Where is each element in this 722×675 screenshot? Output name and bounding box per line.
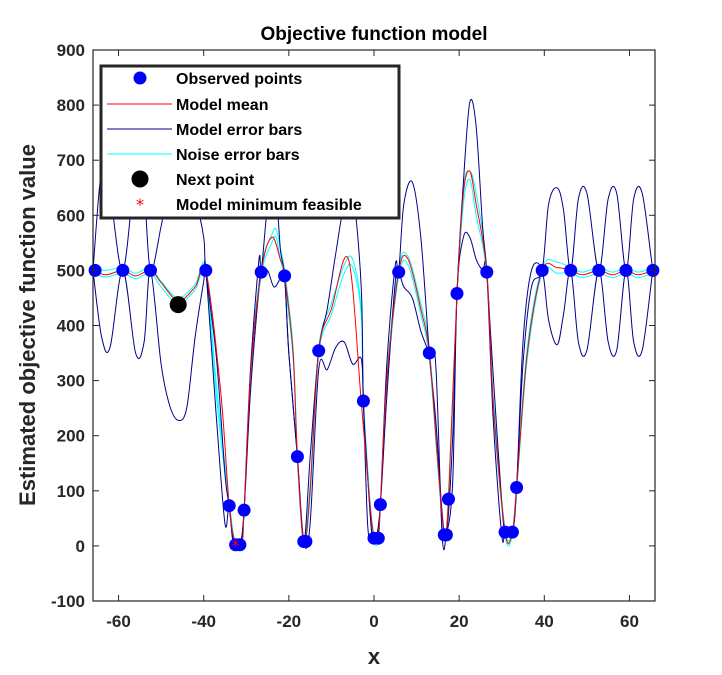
legend-label-next: Next point bbox=[176, 172, 255, 189]
y-tick-label: 700 bbox=[57, 151, 85, 170]
y-axis-ticks: -100 0 100 200 300 400 500 600 700 800 900 bbox=[51, 41, 655, 611]
observed-point bbox=[254, 265, 268, 279]
observed-point bbox=[480, 265, 494, 279]
y-tick-label: 400 bbox=[57, 317, 85, 336]
y-tick-label: 500 bbox=[57, 261, 85, 280]
legend: * Observed points Model mean Model error… bbox=[99, 64, 401, 220]
y-tick-label: 800 bbox=[57, 96, 85, 115]
legend-min-marker: * bbox=[136, 195, 144, 214]
y-tick-label: 200 bbox=[57, 427, 85, 446]
y-tick-label: 900 bbox=[57, 41, 85, 60]
observed-point bbox=[392, 265, 406, 279]
observed-point bbox=[371, 531, 385, 545]
observed-point bbox=[299, 535, 313, 548]
observed-point bbox=[290, 450, 304, 464]
observed-point bbox=[278, 269, 292, 283]
legend-box bbox=[99, 64, 401, 220]
observed-point bbox=[450, 287, 464, 300]
y-tick-label: 600 bbox=[57, 206, 85, 225]
legend-observed-marker bbox=[133, 71, 147, 85]
observed-point bbox=[505, 525, 519, 539]
observed-point bbox=[592, 263, 606, 277]
x-tick-label: 40 bbox=[535, 612, 554, 631]
observed-point bbox=[356, 394, 370, 408]
legend-label-mean: Model mean bbox=[176, 97, 268, 114]
x-tick-label: -40 bbox=[191, 612, 216, 631]
x-tick-label: 20 bbox=[450, 612, 469, 631]
y-axis-label: Estimated objective function value bbox=[15, 144, 40, 506]
model-minimum-series: * bbox=[232, 536, 240, 555]
x-axis-label: x bbox=[368, 644, 381, 669]
legend-label-observed: Observed points bbox=[176, 71, 302, 88]
legend-label-model-error: Model error bars bbox=[176, 122, 302, 139]
observed-point bbox=[199, 263, 213, 277]
x-axis-ticks: -60 -40 -20 0 20 40 60 bbox=[106, 50, 639, 631]
observed-point bbox=[442, 492, 455, 506]
observed-point bbox=[510, 481, 524, 494]
observed-point bbox=[144, 263, 157, 277]
chart-title: Objective function model bbox=[261, 24, 488, 45]
observed-point bbox=[116, 263, 130, 277]
y-tick-label: 100 bbox=[57, 482, 85, 501]
legend-label-noise-error: Noise error bars bbox=[176, 147, 300, 164]
observed-point bbox=[619, 263, 633, 277]
x-tick-label: 60 bbox=[620, 612, 639, 631]
x-tick-label: 0 bbox=[369, 612, 378, 631]
y-tick-label: 0 bbox=[76, 537, 85, 556]
observed-point bbox=[373, 498, 387, 512]
x-tick-label: -20 bbox=[277, 612, 302, 631]
observed-point bbox=[439, 528, 453, 542]
observed-point bbox=[237, 503, 251, 517]
observed-point bbox=[222, 499, 236, 513]
legend-next-marker bbox=[131, 170, 149, 188]
next-point-series bbox=[169, 296, 187, 314]
y-tick-label: -100 bbox=[51, 592, 85, 611]
observed-point bbox=[312, 344, 326, 358]
model-minimum-marker: * bbox=[232, 536, 240, 555]
observed-point bbox=[535, 263, 549, 277]
observed-point bbox=[233, 538, 247, 552]
next-point-marker bbox=[169, 296, 187, 314]
legend-label-min: Model minimum feasible bbox=[176, 197, 362, 214]
y-tick-label: 300 bbox=[57, 372, 85, 391]
x-tick-label: -60 bbox=[106, 612, 131, 631]
observed-point bbox=[564, 263, 578, 277]
observed-point bbox=[422, 346, 436, 360]
